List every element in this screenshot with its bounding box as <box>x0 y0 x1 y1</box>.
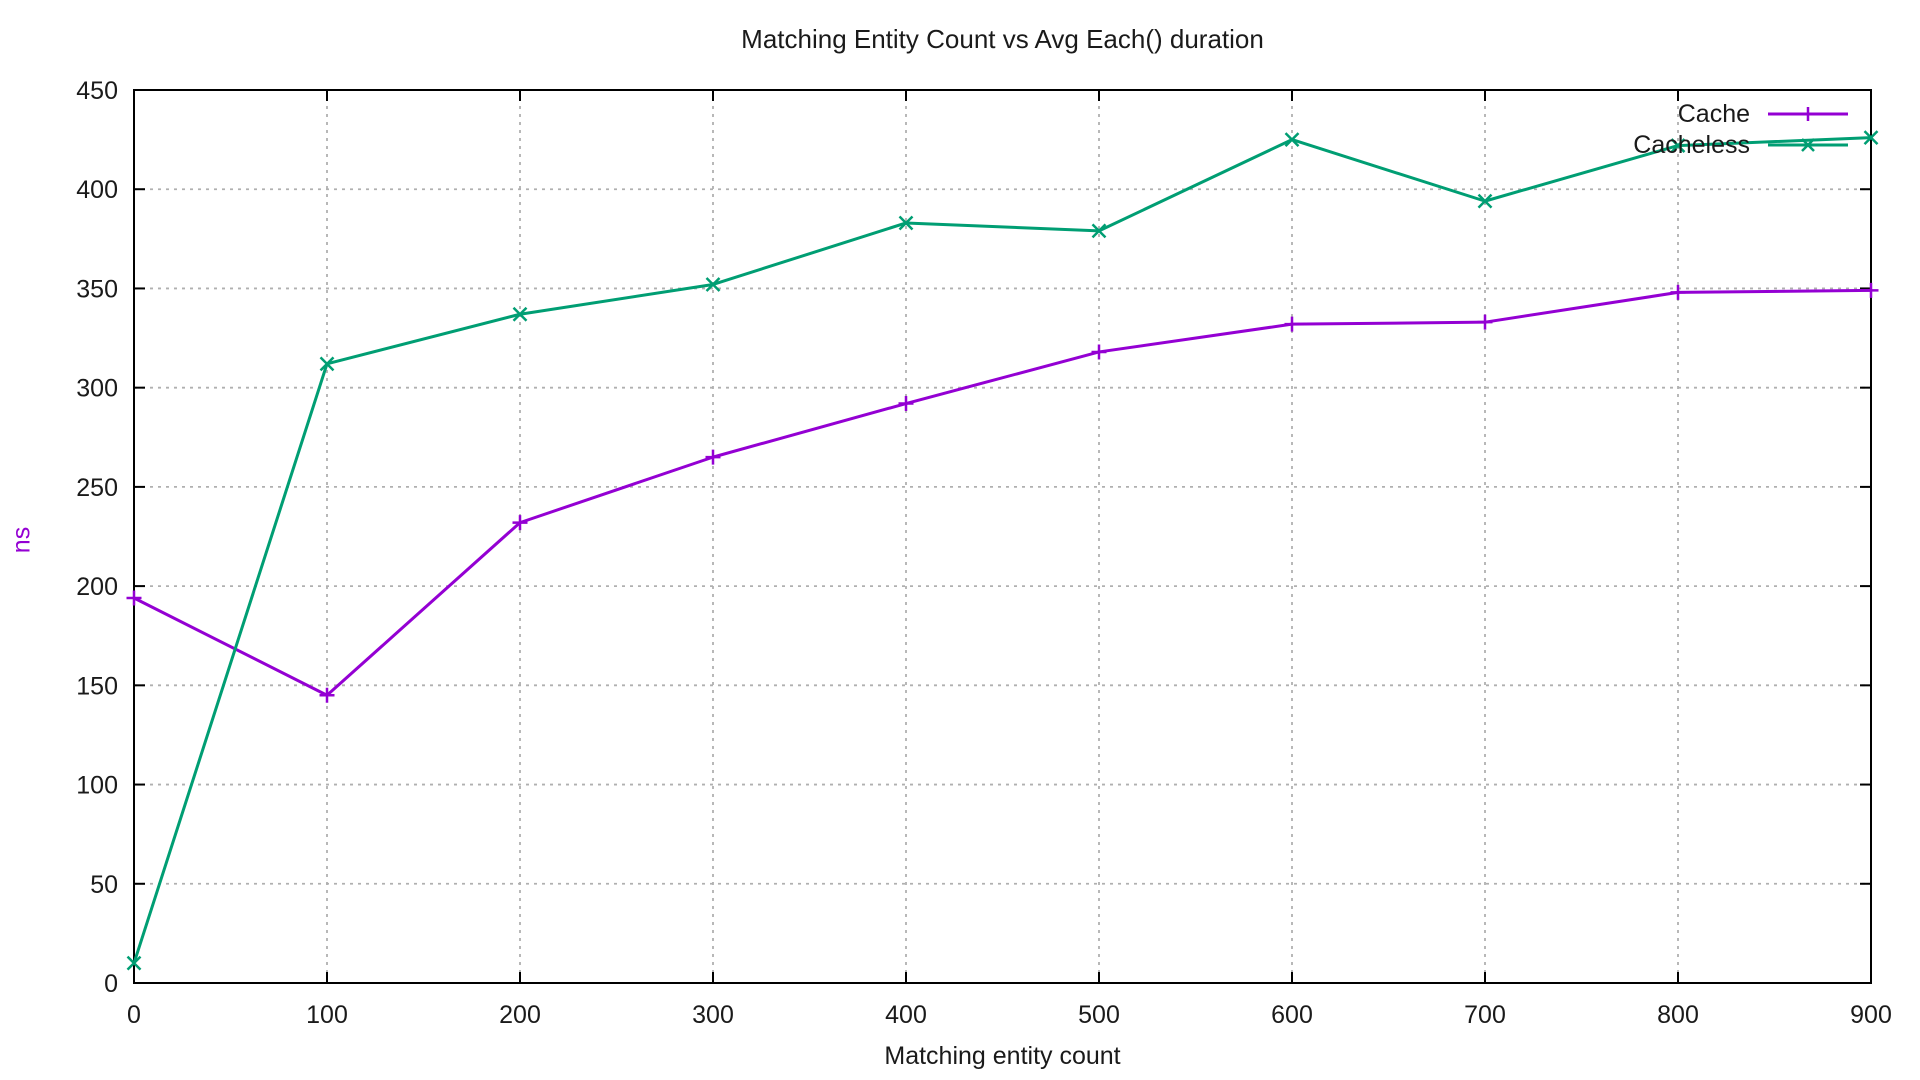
data-point-marker <box>1863 282 1879 298</box>
chart-title: Matching Entity Count vs Avg Each() dura… <box>741 24 1264 54</box>
y-axis-label: ns <box>7 526 36 554</box>
data-point-marker <box>1284 316 1300 332</box>
data-point-marker <box>319 356 335 372</box>
data-point-marker <box>126 955 142 971</box>
data-point-marker <box>512 515 528 531</box>
x-tick-label: 600 <box>1271 1001 1313 1029</box>
legend-item-cacheless: Cacheless <box>1633 130 1850 160</box>
legend-label: Cacheless <box>1633 131 1750 159</box>
y-tick-label: 300 <box>76 375 118 403</box>
data-point-marker <box>1801 107 1815 121</box>
data-point-marker <box>705 277 721 292</box>
data-point-marker <box>1863 130 1879 146</box>
legend-sample-cacheless <box>1768 138 1848 152</box>
legend-item-cache: Cache <box>1678 99 1850 129</box>
data-point-marker <box>898 215 914 231</box>
x-tick-label: 300 <box>692 1001 734 1029</box>
data-point-marker <box>705 449 721 465</box>
x-tick-label: 500 <box>1078 1001 1120 1029</box>
series-line-cacheless <box>132 136 1872 964</box>
plot-border <box>133 89 1872 984</box>
y-tick-label: 0 <box>104 970 118 998</box>
data-point-marker <box>319 687 335 703</box>
y-tick-label: 250 <box>76 474 118 502</box>
data-point-marker <box>1091 223 1107 239</box>
y-tick-label: 100 <box>76 772 118 800</box>
x-tick-label: 400 <box>885 1001 927 1029</box>
data-point-marker <box>1477 314 1493 330</box>
x-axis-label: Matching entity count <box>884 1042 1121 1070</box>
data-point-marker <box>1477 193 1493 209</box>
data-point-marker <box>512 306 528 322</box>
y-tick-label: 150 <box>76 672 118 700</box>
data-point-marker <box>1284 132 1300 147</box>
legend: Cache Cacheless <box>1633 99 1850 160</box>
y-tick-label: 450 <box>76 77 118 105</box>
y-tick-label: 350 <box>76 275 118 303</box>
data-point-marker <box>1091 344 1107 360</box>
data-point-marker <box>898 396 914 412</box>
x-tick-label: 100 <box>306 1001 348 1029</box>
y-tick-label: 400 <box>76 176 118 204</box>
legend-label: Cache <box>1677 100 1750 128</box>
x-tick-label: 700 <box>1464 1001 1506 1029</box>
legend-sample-cache <box>1768 107 1848 121</box>
y-tick-label: 200 <box>76 573 118 601</box>
data-point-marker <box>1670 138 1686 153</box>
series-line-cache <box>133 288 1872 697</box>
x-tick-label: 800 <box>1657 1001 1699 1029</box>
x-tick-label: 0 <box>127 1001 141 1029</box>
data-point-marker <box>1670 284 1686 300</box>
x-tick-label: 900 <box>1850 1001 1892 1029</box>
data-point-marker <box>126 590 142 606</box>
data-point-marker <box>1801 138 1815 152</box>
x-tick-label: 200 <box>499 1001 541 1029</box>
y-tick-label: 50 <box>90 871 118 899</box>
